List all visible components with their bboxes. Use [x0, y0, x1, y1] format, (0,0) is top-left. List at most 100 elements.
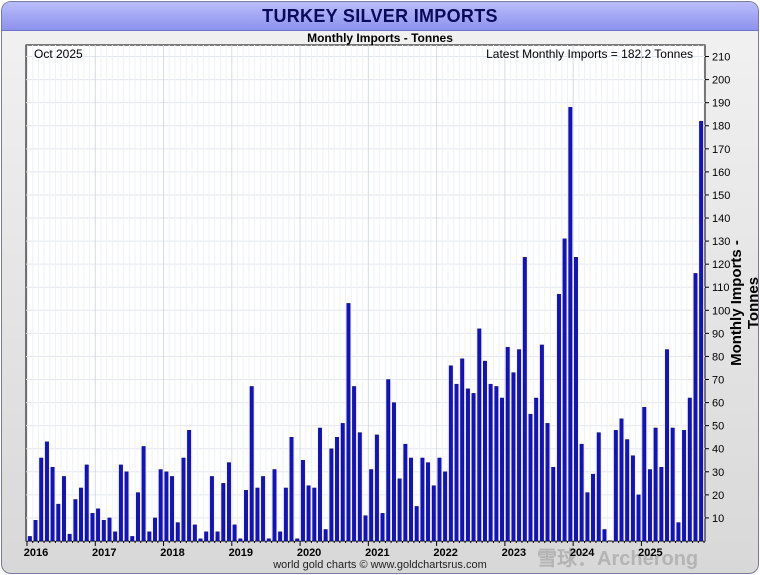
bar — [414, 506, 419, 542]
bar — [369, 469, 374, 542]
x-tick-label: 2017 — [92, 547, 116, 559]
y-tick-label: 20 — [712, 490, 724, 502]
y-tick-label: 100 — [712, 305, 730, 317]
y-tick-label: 110 — [712, 282, 730, 294]
bar — [687, 397, 692, 542]
bar — [647, 469, 652, 542]
x-tick-label: 2018 — [160, 547, 184, 559]
bar — [249, 386, 254, 542]
y-tick-label: 90 — [712, 328, 724, 340]
bar — [84, 464, 89, 542]
bar — [568, 107, 573, 542]
x-tick-label: 2016 — [24, 547, 48, 559]
bar — [158, 469, 163, 542]
bar — [363, 515, 368, 542]
bar — [699, 120, 704, 542]
bar — [562, 238, 567, 542]
bar — [494, 386, 499, 542]
bar — [323, 529, 328, 542]
bar — [426, 462, 431, 542]
bar — [33, 520, 38, 542]
bar — [141, 446, 146, 542]
bar — [477, 328, 482, 542]
bars — [27, 107, 704, 542]
bar — [386, 379, 391, 542]
y-tick-label: 170 — [712, 144, 730, 156]
date-label: Oct 2025 — [34, 47, 83, 61]
bar — [278, 531, 283, 542]
bar — [272, 469, 277, 542]
x-tick-label: 2025 — [638, 547, 662, 559]
x-ticks: 2016 2017 2018 2019 2020 2021 2022 2023 2024 2025 — [24, 541, 705, 559]
bar — [625, 439, 630, 542]
bar — [346, 303, 351, 542]
bar — [642, 406, 647, 542]
bar — [437, 457, 442, 542]
bar — [528, 413, 533, 542]
bar — [329, 448, 334, 542]
bar — [511, 372, 516, 542]
bar — [175, 522, 180, 542]
bar — [636, 494, 641, 542]
grid — [26, 45, 705, 541]
x-tick-label: 2022 — [433, 547, 457, 559]
bar — [545, 423, 550, 542]
bar — [181, 457, 186, 542]
bar — [505, 347, 510, 542]
bar — [318, 427, 322, 542]
bar — [682, 430, 687, 542]
bar — [596, 432, 601, 542]
bar — [306, 485, 311, 542]
bar — [403, 443, 408, 542]
bar — [585, 492, 590, 542]
x-tick-label: 2019 — [229, 547, 253, 559]
bar — [50, 466, 55, 542]
bar — [352, 386, 357, 542]
bar — [374, 434, 379, 542]
y-tick-label: 30 — [712, 467, 724, 479]
bar — [164, 471, 169, 542]
watermark: 雪球：Archerong — [537, 548, 699, 570]
bar — [44, 441, 49, 542]
bar — [244, 490, 248, 542]
bar — [135, 492, 140, 542]
bar — [73, 499, 78, 542]
bar — [431, 485, 436, 542]
y-tick-label: 150 — [712, 190, 730, 202]
bar — [465, 388, 470, 542]
bar — [261, 476, 266, 542]
bar — [340, 423, 345, 542]
bar — [665, 349, 669, 542]
bar — [488, 383, 493, 542]
bar — [613, 430, 618, 542]
bar — [409, 457, 413, 542]
bar — [232, 524, 237, 542]
bar — [448, 365, 453, 542]
bar — [653, 427, 658, 542]
x-tick-label: 2023 — [502, 547, 526, 559]
y-ticks: 10 20 30 40 50 60 70 80 90 100 110 120 130 140 150 160 1… — [705, 52, 730, 525]
y-tick-label: 130 — [712, 236, 730, 248]
y-tick-label: 40 — [712, 444, 724, 456]
bar — [170, 476, 175, 542]
bar — [96, 508, 101, 542]
y-tick-label: 210 — [712, 52, 730, 64]
title-bar: TURKEY SILVER IMPORTS — [2, 2, 758, 31]
y-tick-label: 180 — [712, 121, 730, 133]
latest-label: Latest Monthly Imports = 182.2 Tonnes — [486, 47, 693, 61]
plot-area — [25, 44, 706, 542]
bar — [602, 529, 607, 542]
bar — [574, 257, 578, 542]
bar — [357, 432, 362, 542]
bar — [221, 483, 226, 542]
y-tick-label: 50 — [712, 421, 724, 433]
bar — [27, 536, 32, 542]
bar — [255, 487, 260, 542]
bar — [209, 476, 214, 542]
bar — [391, 402, 396, 542]
bar — [300, 460, 305, 542]
bar — [90, 513, 95, 542]
bar — [551, 466, 556, 542]
bar — [79, 487, 84, 542]
